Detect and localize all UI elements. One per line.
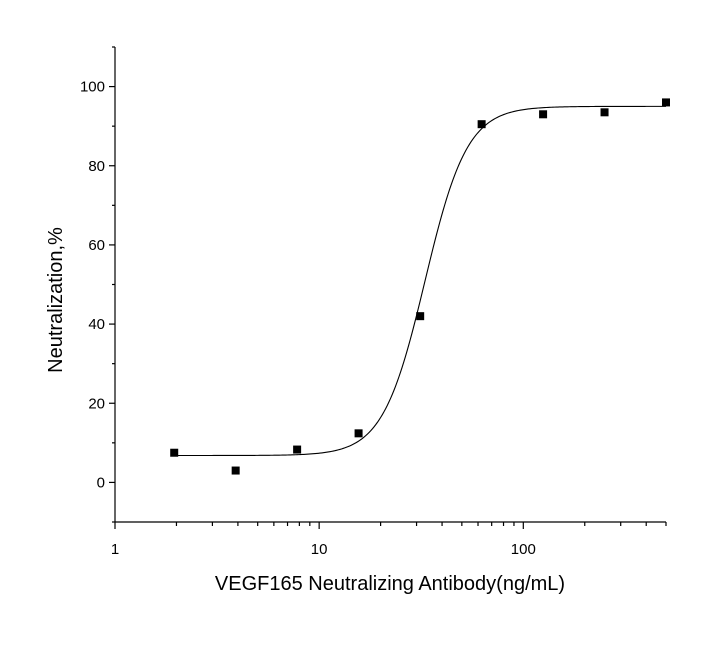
fit-curve bbox=[174, 105, 666, 457]
y-tick-label: 0 bbox=[97, 474, 105, 491]
x-tick-label: 100 bbox=[511, 541, 536, 558]
y-tick-label: 20 bbox=[88, 395, 105, 412]
y-tick-label: 40 bbox=[88, 316, 105, 333]
data-point bbox=[477, 120, 486, 129]
x-axis-title: VEGF165 Neutralizing Antibody(ng/mL) bbox=[215, 573, 565, 595]
y-tick-label: 100 bbox=[80, 79, 105, 96]
x-tick-label: 1 bbox=[111, 541, 119, 558]
data-point bbox=[231, 466, 240, 475]
y-axis-title: Neutralization,% bbox=[45, 227, 67, 373]
x-tick-label: 10 bbox=[311, 541, 328, 558]
x-axis: 1 10 100 bbox=[111, 521, 667, 558]
y-axis: 0 20 40 60 80 100 bbox=[80, 46, 116, 523]
y-tick-label: 60 bbox=[88, 237, 105, 254]
y-tick-label: 80 bbox=[88, 158, 105, 175]
data-point bbox=[539, 110, 548, 119]
data-point bbox=[600, 108, 609, 117]
data-point bbox=[416, 312, 425, 321]
data-point bbox=[662, 98, 670, 107]
data-points bbox=[170, 98, 670, 475]
data-point bbox=[293, 445, 302, 454]
x-ticks: 1 10 100 bbox=[111, 522, 667, 558]
data-point bbox=[170, 448, 179, 457]
y-ticks: 0 20 40 60 80 100 bbox=[80, 46, 115, 523]
data-point bbox=[354, 429, 363, 438]
